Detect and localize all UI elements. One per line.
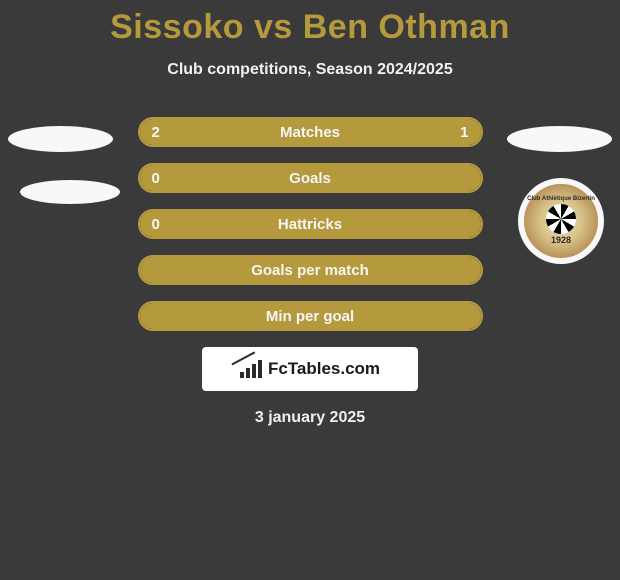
stat-label: Goals per match xyxy=(251,262,369,279)
date-label: 3 january 2025 xyxy=(0,409,620,427)
page-title: Sissoko vs Ben Othman xyxy=(0,8,620,47)
stat-label: Min per goal xyxy=(266,308,354,325)
stat-label: Goals xyxy=(289,170,331,187)
comparison-card: Sissoko vs Ben Othman Club competitions,… xyxy=(0,0,620,427)
stat-bar: 2 Matches 1 xyxy=(138,117,483,147)
stat-row-hattricks: 0 Hattricks xyxy=(0,209,620,239)
stat-row-goals-per-match: Goals per match xyxy=(0,255,620,285)
subtitle: Club competitions, Season 2024/2025 xyxy=(0,61,620,79)
brand-badge[interactable]: FcTables.com xyxy=(202,347,418,391)
stat-label: Matches xyxy=(280,124,340,141)
stat-row-goals: 0 Goals xyxy=(0,163,620,193)
stat-left-value: 2 xyxy=(152,124,160,141)
stat-row-matches: 2 Matches 1 xyxy=(0,117,620,147)
stat-bar: 0 Hattricks xyxy=(138,209,483,239)
stat-right-value: 1 xyxy=(460,124,468,141)
stat-label: Hattricks xyxy=(278,216,342,233)
brand-text: FcTables.com xyxy=(268,359,380,379)
stat-row-min-per-goal: Min per goal xyxy=(0,301,620,331)
stats-rows: 2 Matches 1 0 Goals 0 Hattricks Goals pe… xyxy=(0,117,620,331)
stat-left-value: 0 xyxy=(152,216,160,233)
bar-chart-icon xyxy=(240,360,262,378)
stat-bar: 0 Goals xyxy=(138,163,483,193)
stat-bar: Goals per match xyxy=(138,255,483,285)
stat-left-value: 0 xyxy=(152,170,160,187)
stat-bar: Min per goal xyxy=(138,301,483,331)
